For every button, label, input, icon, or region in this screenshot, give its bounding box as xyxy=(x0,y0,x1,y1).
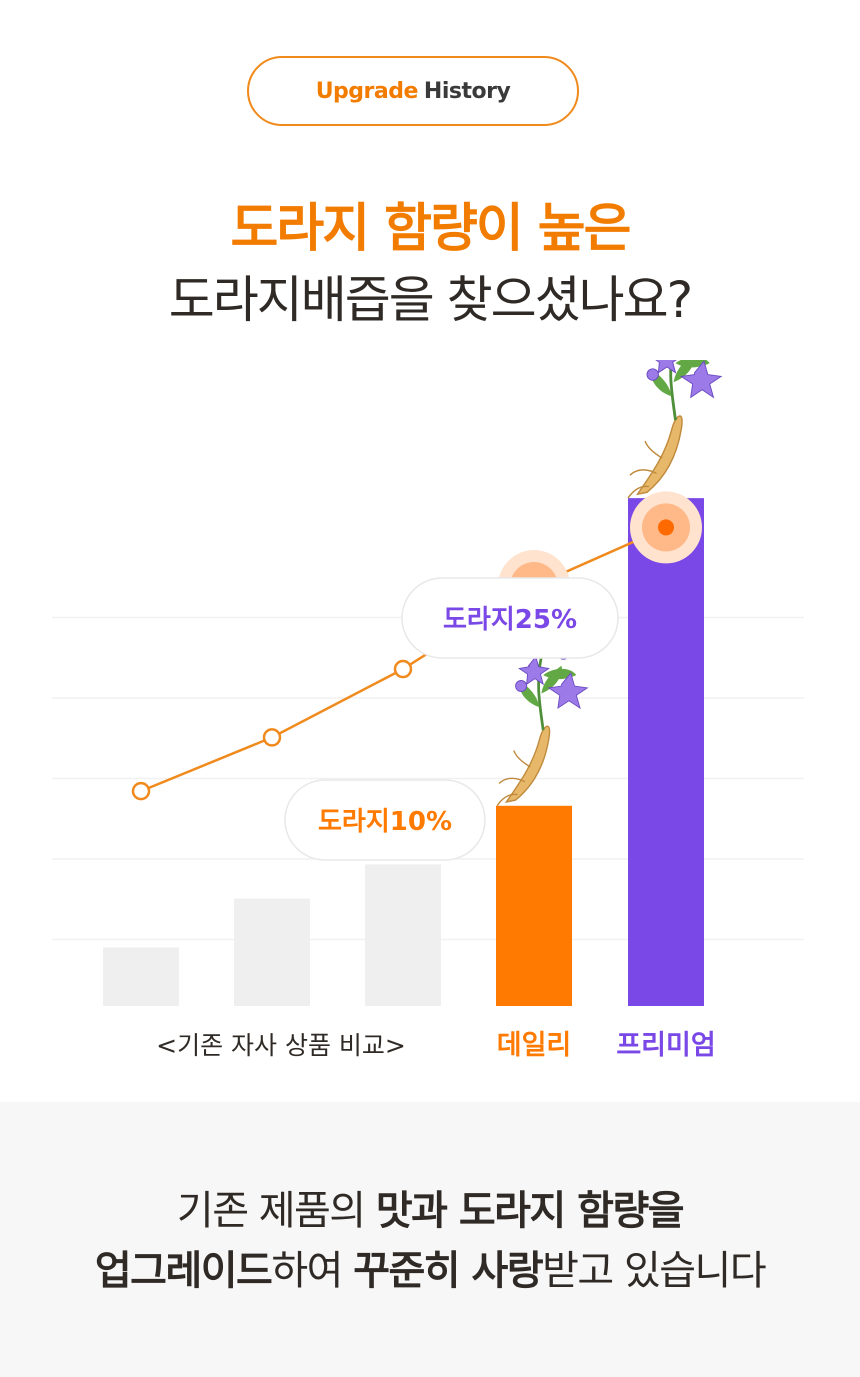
trend-point-0 xyxy=(131,781,151,801)
category-label-4: 프리미엄 xyxy=(616,1030,715,1061)
comparison-chart: 도라지10% 도라지25% 데일리 프리미엄 <기존 자사 상품 비교> xyxy=(0,360,860,1100)
footer-line2: 업그레이드하여 꾸준히 사랑받고 있습니다 xyxy=(0,1238,860,1296)
footer-line2-a: 업그레이드 xyxy=(94,1248,273,1294)
upgrade-history-badge: Upgrade History xyxy=(247,56,579,126)
footer-line1-a: 기존 제품의 xyxy=(176,1188,376,1234)
headline-line1: 도라지 함량이 높은 xyxy=(230,199,632,259)
callout-label: 도라지25% xyxy=(443,605,577,635)
badge-highlight: Upgrade xyxy=(315,78,419,104)
footer-line2-d: 받고 있습니다 xyxy=(542,1248,767,1294)
footer-line1-b: 맛과 도라지 함량을 xyxy=(375,1188,685,1234)
trend-point-4 xyxy=(658,519,674,536)
group-label: <기존 자사 상품 비교> xyxy=(156,1031,406,1060)
bar-4 xyxy=(628,498,704,1006)
callout-label: 도라지10% xyxy=(318,807,452,837)
callout-bubble xyxy=(401,577,619,659)
footer-line2-c: 꾸준히 사랑 xyxy=(353,1248,543,1294)
footer-line2-b: 하여 xyxy=(271,1248,354,1294)
bar-1 xyxy=(234,898,310,1006)
category-label-3: 데일리 xyxy=(497,1030,572,1061)
bellflower-root-icon xyxy=(496,634,589,807)
bar-2 xyxy=(365,864,441,1006)
footer-section: 기존 제품의 맛과 도라지 함량을 업그레이드하여 꾸준히 사랑받고 있습니다 xyxy=(0,1102,860,1377)
bar-3 xyxy=(496,805,572,1006)
bar-0 xyxy=(103,947,179,1006)
trend-point-1 xyxy=(262,728,282,747)
bellflower-root-icon xyxy=(627,360,723,499)
trend-point-2 xyxy=(393,659,413,679)
callout-bubble xyxy=(284,779,486,861)
chart-svg: 도라지10% 도라지25% 데일리 프리미엄 <기존 자사 상품 비교> xyxy=(52,360,804,1061)
footer-line1: 기존 제품의 맛과 도라지 함량을 xyxy=(0,1178,860,1236)
badge-text: History xyxy=(423,78,511,104)
trend-line xyxy=(140,526,667,793)
headline-line2: 도라지배즙을 찾으셨나요? xyxy=(168,271,693,329)
